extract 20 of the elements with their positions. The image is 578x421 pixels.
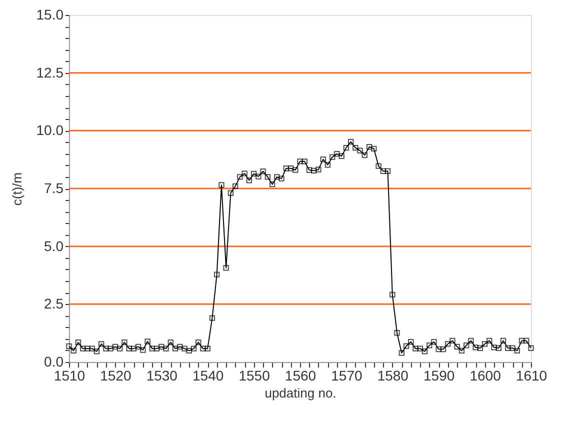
- y-tick-label: 5.0: [44, 238, 64, 254]
- y-tick-label: 0.0: [44, 354, 64, 370]
- x-tick-label: 1550: [238, 368, 270, 384]
- x-axis-title: updating no.: [264, 386, 336, 400]
- y-tick-label: 12.5: [36, 64, 64, 80]
- y-tick-label: 15.0: [36, 6, 64, 22]
- x-tick-label: 1600: [470, 368, 502, 384]
- y-tick-label: 2.5: [44, 296, 64, 312]
- x-tick-label: 1590: [424, 368, 455, 384]
- y-tick-label: 7.5: [44, 180, 64, 196]
- x-tick-label: 1580: [377, 368, 409, 384]
- y-tick-label: 10.0: [36, 122, 64, 138]
- x-tick-label: 1540: [192, 368, 224, 384]
- x-tick-label: 1530: [146, 368, 178, 384]
- x-tick-label: 1570: [331, 368, 362, 384]
- x-tick-label: 1510: [54, 368, 86, 384]
- x-tick-label: 1520: [100, 368, 132, 384]
- x-tick-label: 1560: [284, 368, 316, 384]
- x-tick-label: 1610: [516, 368, 548, 384]
- y-axis-title: c(t)/m: [9, 172, 24, 206]
